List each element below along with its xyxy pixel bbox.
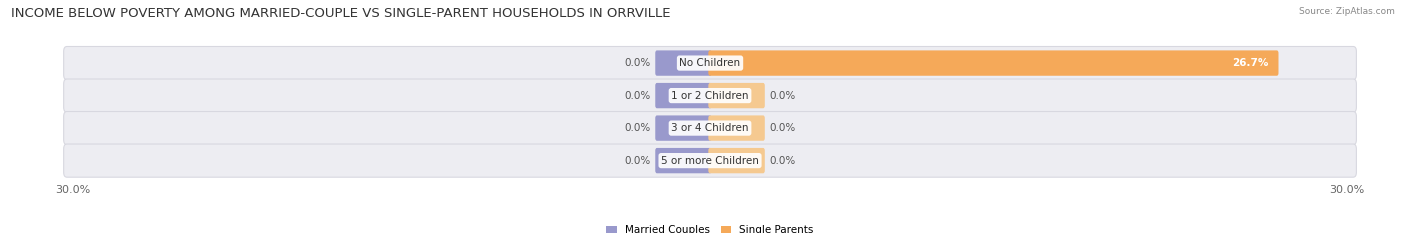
FancyBboxPatch shape: [63, 47, 1357, 80]
Text: 0.0%: 0.0%: [624, 156, 651, 166]
FancyBboxPatch shape: [655, 50, 711, 76]
Text: 1 or 2 Children: 1 or 2 Children: [671, 91, 749, 101]
FancyBboxPatch shape: [63, 79, 1357, 112]
Legend: Married Couples, Single Parents: Married Couples, Single Parents: [602, 221, 818, 233]
Text: INCOME BELOW POVERTY AMONG MARRIED-COUPLE VS SINGLE-PARENT HOUSEHOLDS IN ORRVILL: INCOME BELOW POVERTY AMONG MARRIED-COUPL…: [11, 7, 671, 20]
Text: 26.7%: 26.7%: [1232, 58, 1268, 68]
Text: 0.0%: 0.0%: [624, 123, 651, 133]
Text: 0.0%: 0.0%: [769, 91, 796, 101]
FancyBboxPatch shape: [655, 148, 711, 173]
Text: 5 or more Children: 5 or more Children: [661, 156, 759, 166]
Text: 0.0%: 0.0%: [624, 58, 651, 68]
Text: 0.0%: 0.0%: [769, 123, 796, 133]
Text: 0.0%: 0.0%: [624, 91, 651, 101]
FancyBboxPatch shape: [709, 50, 1278, 76]
Text: 3 or 4 Children: 3 or 4 Children: [671, 123, 749, 133]
FancyBboxPatch shape: [709, 83, 765, 108]
FancyBboxPatch shape: [709, 148, 765, 173]
FancyBboxPatch shape: [709, 115, 765, 141]
FancyBboxPatch shape: [655, 115, 711, 141]
FancyBboxPatch shape: [63, 144, 1357, 177]
Text: 0.0%: 0.0%: [769, 156, 796, 166]
Text: Source: ZipAtlas.com: Source: ZipAtlas.com: [1299, 7, 1395, 16]
FancyBboxPatch shape: [655, 83, 711, 108]
Text: No Children: No Children: [679, 58, 741, 68]
FancyBboxPatch shape: [63, 112, 1357, 145]
